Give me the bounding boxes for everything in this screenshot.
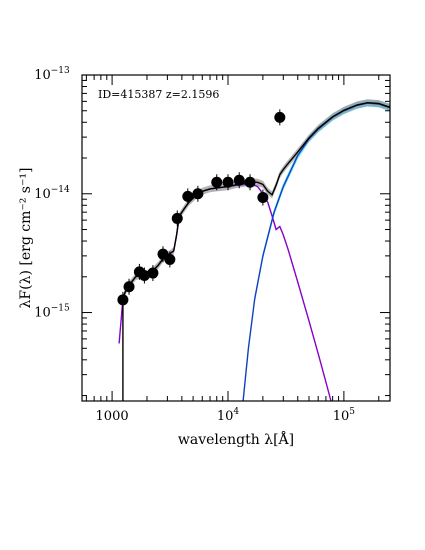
annotation-label: ID=415387 z=2.1596 [98, 88, 219, 101]
photometry-point [138, 270, 150, 282]
x-tick-label: 104 [217, 407, 240, 424]
y-axis-label: λF(λ) [erg cm⁻² s⁻¹] [18, 168, 34, 309]
photometry-point [171, 212, 183, 224]
photometry-point [164, 253, 176, 265]
plot-frame [81, 74, 391, 402]
photometry-point [147, 267, 159, 279]
series-line-2 [122, 101, 390, 300]
x-tick-label: 105 [333, 407, 356, 424]
photometry-point [257, 192, 269, 204]
series-band-1 [243, 99, 390, 401]
y-tick-label: 10−15 [34, 304, 70, 321]
axis-ticks [82, 74, 390, 401]
photometry-point [117, 294, 129, 306]
x-axis-label: wavelength λ[Å] [178, 430, 294, 448]
plot-area [117, 99, 390, 401]
series-line-0 [118, 183, 332, 401]
y-tick-label: 10−14 [34, 185, 70, 202]
photometry-point [233, 174, 245, 186]
photometry-point [244, 176, 256, 188]
photometry-point [182, 190, 194, 202]
x-tick-label: 1000 [96, 409, 129, 424]
photometry-point [222, 176, 234, 188]
y-tick-label: 10−13 [34, 66, 70, 83]
series-line-1 [242, 102, 390, 401]
photometry-point [211, 176, 223, 188]
photometry-point [274, 111, 286, 123]
photometry-point [123, 281, 135, 293]
photometry-point [192, 188, 204, 200]
series-band-2 [122, 99, 390, 303]
